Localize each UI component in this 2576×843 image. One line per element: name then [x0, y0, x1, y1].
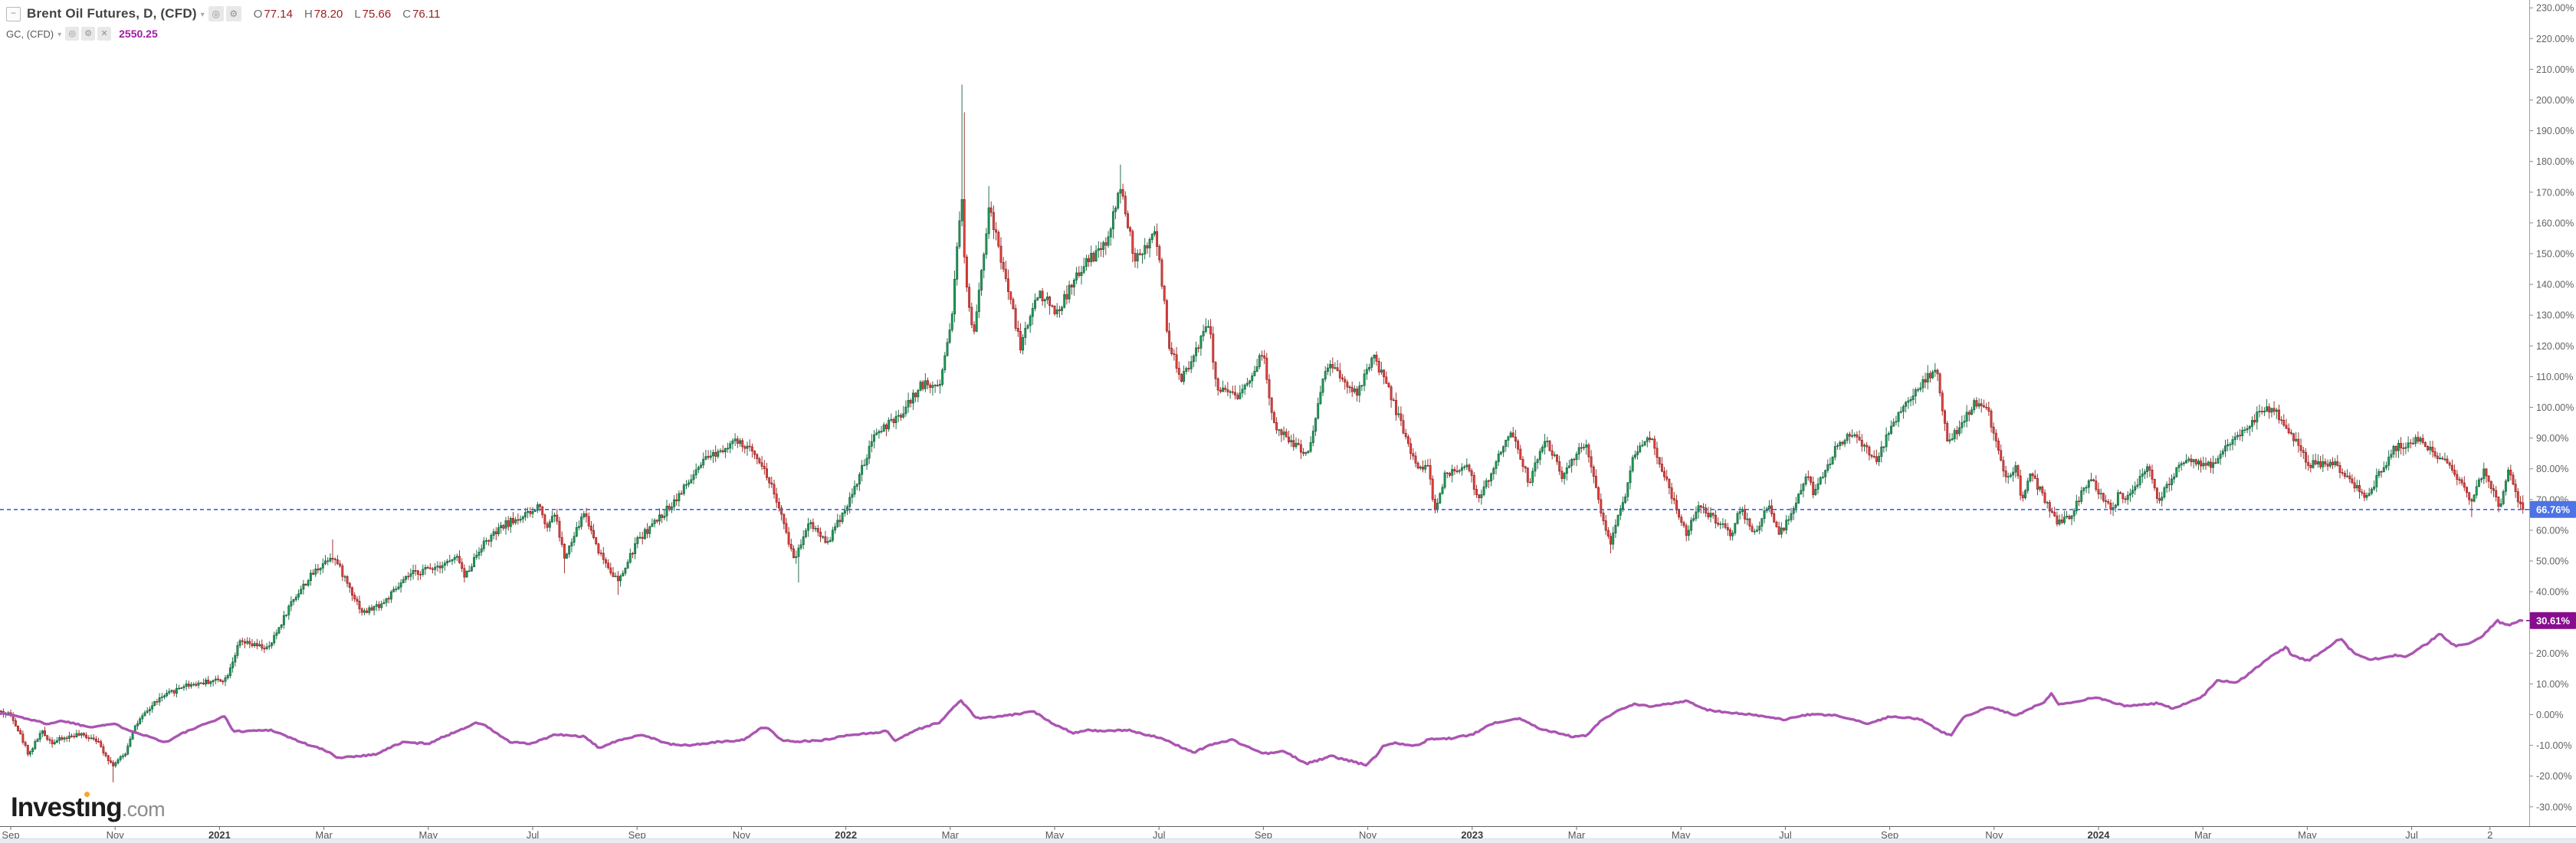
price-tick-label: 130.00% [2536, 310, 2574, 321]
price-tick-label: 220.00% [2536, 34, 2574, 44]
gear-icon[interactable]: ⚙ [225, 6, 241, 21]
time-tick-label: May [1672, 829, 1691, 841]
price-axis[interactable]: 230.00% 220.00% 210.00% 200.00% 190.00% 180.0… [2529, 0, 2574, 826]
time-tick-label: 2022 [835, 829, 857, 841]
time-tick-label: Jul [1153, 829, 1166, 841]
price-tick-label: 210.00% [2536, 64, 2574, 75]
time-tick-label: Mar [315, 829, 333, 841]
time-tick-label: Sep [1255, 829, 1272, 841]
time-tick-label: May [2298, 829, 2317, 841]
price-tick-label: 160.00% [2536, 218, 2574, 228]
time-tick-label: Sep [628, 829, 646, 841]
price-tick-label: -10.00% [2536, 740, 2572, 751]
time-axis[interactable]: Sep Nov 2021 Mar May Jul Sep Nov 2022 Mar May Jul Se… [0, 826, 2576, 841]
brent-candle-wicks-up [5, 84, 2509, 768]
legend: − Brent Oil Futures, D, (CFD) ▾ ◎ ⚙ O 77.… [6, 4, 452, 42]
gear-icon[interactable]: ⚙ [81, 27, 96, 41]
bottom-scroll-strip[interactable] [0, 838, 2576, 843]
time-tick-label: Nov [1985, 829, 2003, 841]
price-tick-label: 120.00% [2536, 341, 2574, 352]
time-tick-label: 2024 [2088, 829, 2111, 841]
time-tick-label: Nov [107, 829, 125, 841]
high-label: H [304, 7, 313, 21]
price-tick-label: 110.00% [2536, 372, 2573, 382]
price-tick-label: 20.00% [2536, 648, 2568, 659]
time-tick-label: May [419, 829, 438, 841]
price-tick-label: 0.00% [2536, 710, 2563, 720]
price-tick-label: 10.00% [2536, 679, 2568, 690]
logo-brand-text: Investı ng [11, 792, 123, 822]
time-tick-label: 2021 [208, 829, 231, 841]
price-tick-label: -20.00% [2536, 771, 2572, 782]
visibility-icon[interactable]: ◎ [208, 6, 224, 21]
price-tick-label: 230.00% [2536, 3, 2574, 14]
high-value: 78.20 [313, 7, 343, 21]
price-tick-label: -30.00% [2536, 802, 2572, 812]
price-tick-label: 40.00% [2536, 587, 2568, 598]
time-tick-label: Mar [942, 829, 960, 841]
open-label: O [253, 7, 263, 21]
investing-logo[interactable]: Investı ng.com [11, 792, 166, 823]
brent-candle-wicks-down [0, 112, 2524, 782]
price-tick-label: 90.00% [2536, 433, 2568, 444]
chevron-down-icon[interactable]: ▾ [57, 30, 62, 39]
price-tick-label: 170.00% [2536, 187, 2574, 198]
time-tick-label: Mar [1568, 829, 1586, 841]
close-value: 76.11 [412, 7, 441, 21]
brent-candle-bodies-down [0, 189, 2525, 766]
time-tick-label: Nov [1359, 829, 1377, 841]
time-tick-label: Mar [2194, 829, 2212, 841]
gold-price-label: 30.61% [2526, 612, 2576, 629]
collapse-legend-icon[interactable]: − [6, 6, 21, 21]
low-value: 75.66 [362, 7, 392, 21]
overlay-symbol-title: GC, (CFD) [6, 28, 54, 40]
time-tick-label: Sep [1881, 829, 1898, 841]
overlay-last-value: 2550.25 [119, 28, 158, 40]
open-value: 77.14 [264, 7, 293, 21]
time-tick-label: Jul [2405, 829, 2418, 841]
legend-row-main: − Brent Oil Futures, D, (CFD) ▾ ◎ ⚙ O 77.… [6, 4, 452, 24]
time-tick-label: Jul [527, 829, 540, 841]
price-tick-label: 50.00% [2536, 556, 2568, 567]
svg-text:30.61%: 30.61% [2536, 615, 2571, 626]
gold-line [0, 618, 2524, 767]
logo-orange-dot-icon [84, 792, 90, 797]
close-icon[interactable]: ✕ [97, 27, 112, 41]
price-tick-label: 180.00% [2536, 156, 2574, 167]
brent-price-label: 66.76% [2526, 500, 2576, 518]
low-label: L [354, 7, 361, 21]
symbol-title: Brent Oil Futures, D, (CFD) [27, 6, 197, 21]
chevron-down-icon[interactable]: ▾ [200, 10, 205, 19]
svg-text:66.76%: 66.76% [2536, 504, 2571, 515]
time-tick-label: Sep [2, 829, 19, 841]
time-tick-label: May [1045, 829, 1065, 841]
price-tick-label: 150.00% [2536, 249, 2574, 260]
price-tick-label: 200.00% [2536, 95, 2574, 106]
time-tick-label: 2023 [1461, 829, 1483, 841]
ohlc-readout: O 77.14 H 78.20 L 75.66 C 76.11 [254, 8, 452, 21]
price-tick-label: 100.00% [2536, 402, 2574, 413]
time-tick-label: Nov [733, 829, 751, 841]
legend-row-overlay: GC, (CFD) ▾ ◎ ⚙ ✕ 2550.25 [6, 25, 452, 42]
price-tick-label: 140.00% [2536, 280, 2574, 290]
price-tick-label: 80.00% [2536, 464, 2568, 474]
price-tick-label: 60.00% [2536, 525, 2568, 536]
time-tick-label: 2 [2487, 829, 2492, 841]
logo-tld-text: .com [121, 798, 166, 821]
close-label: C [402, 7, 412, 21]
visibility-icon[interactable]: ◎ [65, 27, 80, 41]
brent-candle-bodies-up [5, 189, 2510, 766]
price-tick-label: 190.00% [2536, 126, 2574, 136]
time-tick-label: Jul [1779, 829, 1792, 841]
